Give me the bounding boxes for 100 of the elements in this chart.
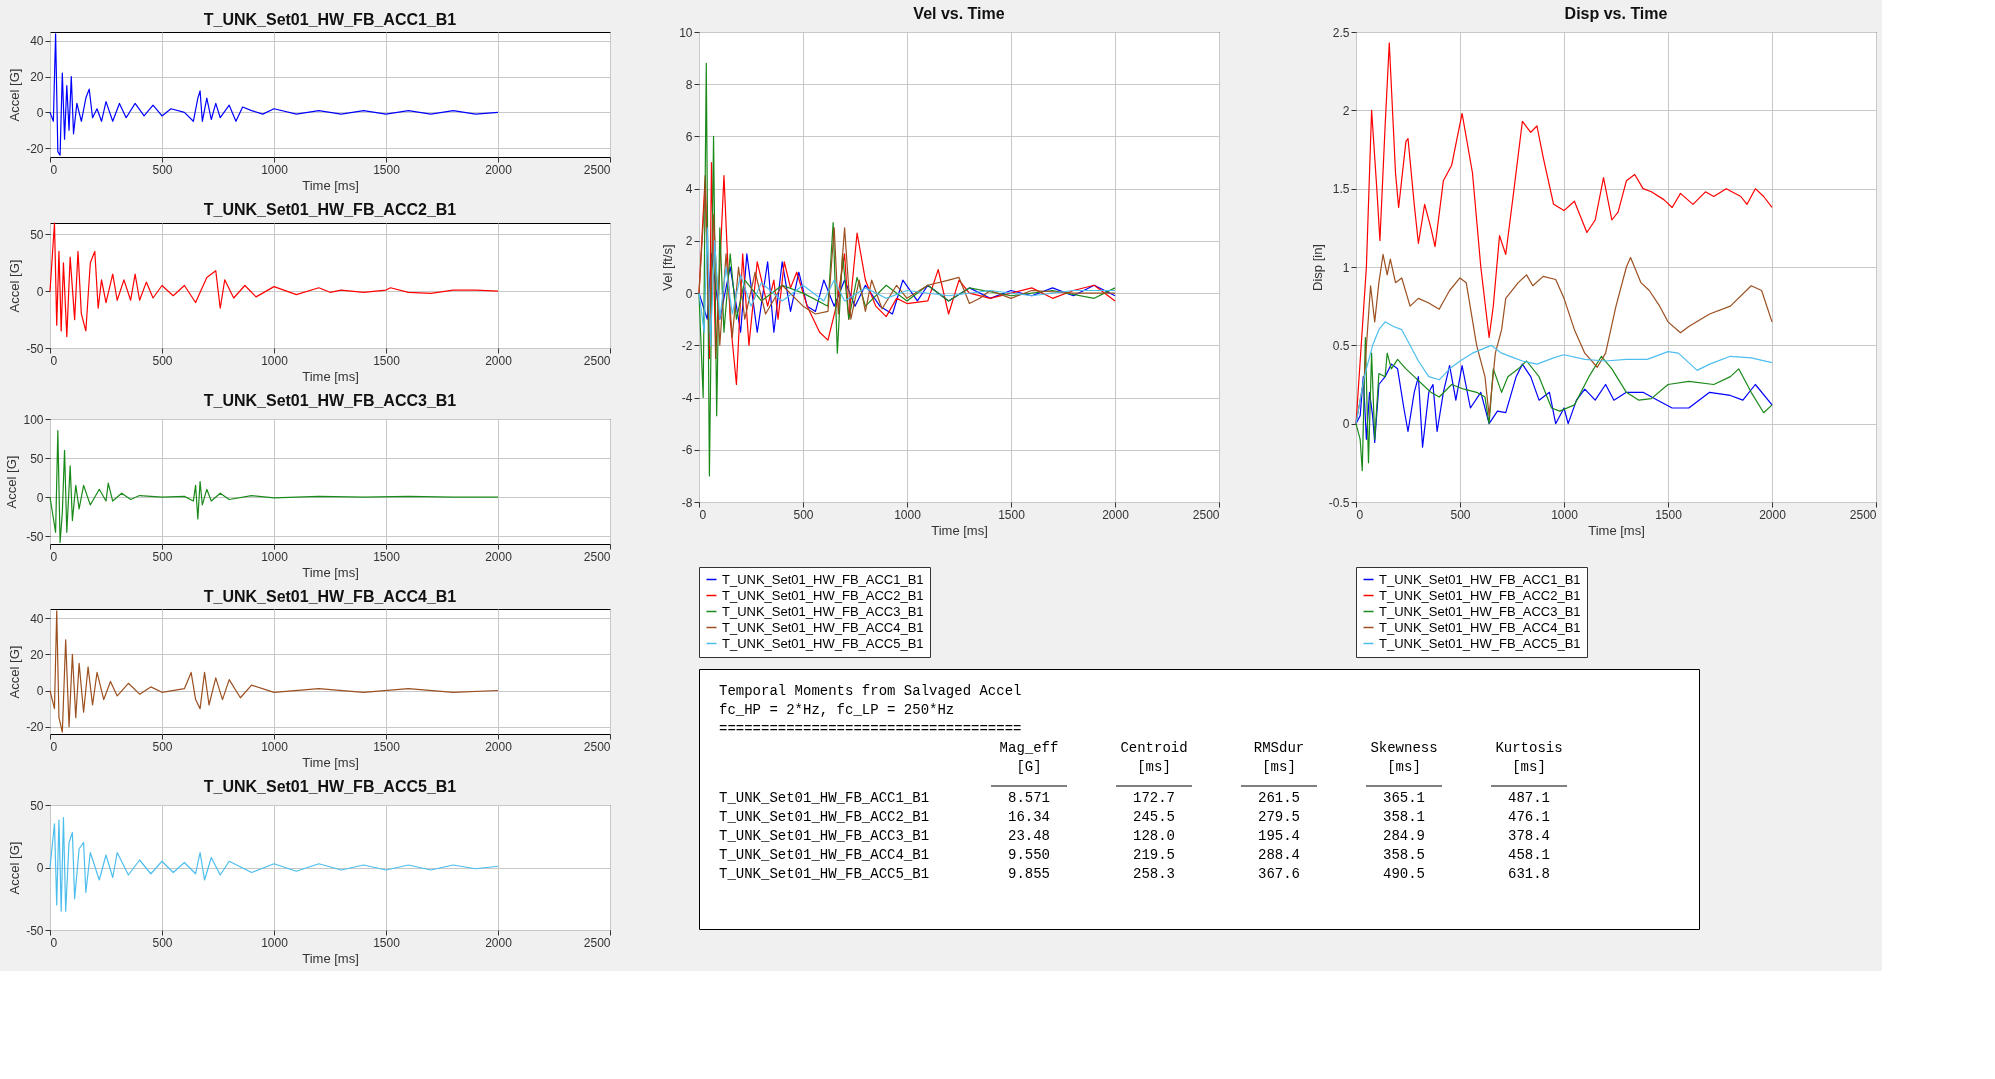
- x-tick-label: 2000: [485, 162, 513, 177]
- x-tick-label: 1000: [1551, 507, 1579, 522]
- legend-label: T_UNK_Set01_HW_FB_ACC4_B1: [722, 619, 924, 635]
- text: 172.7: [1132, 790, 1176, 806]
- x-tick-label: 500: [152, 162, 173, 177]
- category-label: Kurtosis [ms]: [1495, 740, 1563, 775]
- x-axis-title: Time [ms]: [302, 564, 359, 580]
- x-tick-label: 1500: [373, 353, 401, 368]
- category-label: T_UNK_Set01_HW_FB_ACC4_B1: [719, 847, 930, 863]
- y-tick-label: -20: [26, 141, 44, 156]
- x-tick-label: 1500: [373, 935, 401, 950]
- x-tick-label: 1500: [998, 507, 1026, 522]
- y-tick-label: 2: [685, 234, 693, 249]
- x-tick-label: 500: [152, 353, 173, 368]
- x-tick-label: 500: [793, 507, 814, 522]
- y-tick-label: -0.5: [1328, 495, 1350, 510]
- text: 258.3: [1132, 866, 1176, 882]
- y-tick-label: 10: [679, 25, 693, 40]
- chart-title: T_UNK_Set01_HW_FB_ACC3_B1: [203, 392, 457, 409]
- y-axis-title: Accel [G]: [7, 259, 23, 313]
- line-series: [49, 33, 499, 156]
- chart-title: Vel vs. Time: [913, 5, 1005, 22]
- y-tick-label: 0: [36, 861, 44, 875]
- text: 284.9: [1382, 828, 1426, 844]
- line-series: [698, 62, 1116, 477]
- line-series: [1355, 336, 1773, 472]
- y-tick-label: 50: [30, 451, 44, 466]
- y-axis-title: Disp [in]: [1309, 244, 1325, 291]
- text: 458.1: [1507, 847, 1551, 863]
- x-axis-title: Time [ms]: [302, 368, 359, 384]
- x-tick-label: 1000: [261, 935, 289, 950]
- x-axis-title: Time [ms]: [302, 950, 359, 966]
- line-series: [49, 816, 499, 912]
- x-tick-label: 1500: [373, 549, 401, 564]
- x-tick-label: 0: [50, 353, 58, 368]
- y-tick-label: -50: [26, 923, 44, 938]
- x-tick-label: 0: [1356, 507, 1364, 522]
- line-series: [1355, 321, 1773, 425]
- text: 9.550: [1007, 847, 1051, 863]
- y-tick-label: 2: [1342, 103, 1350, 118]
- x-tick-label: 500: [152, 549, 173, 564]
- x-tick-label: 500: [152, 935, 173, 950]
- x-tick-label: 2000: [485, 353, 513, 368]
- text: 8.571: [1007, 790, 1051, 806]
- y-tick-label: 100: [23, 412, 44, 427]
- y-tick-label: 50: [30, 798, 44, 813]
- x-axis-title: Time [ms]: [931, 522, 988, 538]
- y-axis-title: Accel [G]: [7, 68, 23, 122]
- text: fc_HP = 2*Hz, fc_LP = 250*Hz: [719, 702, 955, 718]
- category-label: Skewness [ms]: [1370, 740, 1438, 775]
- line-series: [698, 227, 1116, 346]
- category-label: Centroid [ms]: [1120, 740, 1188, 775]
- x-axis-title: Time [ms]: [1588, 522, 1645, 538]
- text: 631.8: [1507, 866, 1551, 882]
- text: 219.5: [1132, 847, 1176, 863]
- y-axis-title: Accel [G]: [4, 455, 20, 509]
- y-tick-label: 0: [36, 490, 44, 505]
- y-tick-label: 20: [30, 70, 44, 85]
- y-tick-label: 1: [1342, 260, 1350, 275]
- y-axis-title: Accel [G]: [7, 645, 23, 699]
- y-axis-title: Accel [G]: [7, 841, 23, 895]
- x-axis-title: Time [ms]: [302, 177, 359, 193]
- text: 367.6: [1257, 866, 1301, 882]
- x-tick-label: 2500: [583, 739, 611, 754]
- category-label: T_UNK_Set01_HW_FB_ACC2_B1: [719, 809, 930, 825]
- y-tick-label: 0: [1342, 417, 1350, 432]
- x-axis-title: Time [ms]: [302, 754, 359, 770]
- legend-label: T_UNK_Set01_HW_FB_ACC5_B1: [722, 635, 924, 651]
- legend-label: T_UNK_Set01_HW_FB_ACC3_B1: [1379, 603, 1581, 619]
- line-series: [49, 222, 499, 338]
- y-tick-label: -8: [681, 495, 693, 510]
- chart-title: T_UNK_Set01_HW_FB_ACC2_B1: [203, 201, 457, 219]
- line-series: [698, 188, 1116, 346]
- x-tick-label: 2000: [1759, 507, 1787, 522]
- x-tick-label: 500: [152, 739, 173, 754]
- text: 358.5: [1382, 847, 1426, 863]
- x-tick-label: 0: [699, 507, 707, 522]
- text: 279.5: [1257, 809, 1301, 825]
- x-tick-label: 1500: [373, 739, 401, 754]
- chart-title: T_UNK_Set01_HW_FB_ACC1_B1: [203, 11, 457, 28]
- x-tick-label: 2500: [583, 935, 611, 950]
- x-tick-label: 0: [50, 739, 58, 754]
- y-tick-label: -50: [26, 529, 44, 544]
- category-label: T_UNK_Set01_HW_FB_ACC1_B1: [719, 790, 930, 806]
- y-tick-label: 50: [30, 227, 44, 242]
- x-tick-label: 2500: [1192, 507, 1220, 522]
- text: 16.34: [1007, 809, 1051, 825]
- line-series: [49, 610, 499, 733]
- chart-title: Disp vs. Time: [1564, 5, 1668, 22]
- legend-label: T_UNK_Set01_HW_FB_ACC3_B1: [722, 603, 924, 619]
- legend-label: T_UNK_Set01_HW_FB_ACC5_B1: [1379, 635, 1581, 651]
- legend-label: T_UNK_Set01_HW_FB_ACC4_B1: [1379, 619, 1581, 635]
- y-tick-label: 8: [685, 77, 693, 92]
- text: 476.1: [1507, 809, 1551, 825]
- chart-title: T_UNK_Set01_HW_FB_ACC4_B1: [203, 588, 457, 605]
- text: 365.1: [1382, 790, 1426, 806]
- chart-title: T_UNK_Set01_HW_FB_ACC5_B1: [203, 778, 457, 795]
- x-tick-label: 0: [50, 162, 58, 177]
- x-tick-label: 2000: [485, 935, 513, 950]
- x-tick-label: 1000: [261, 549, 289, 564]
